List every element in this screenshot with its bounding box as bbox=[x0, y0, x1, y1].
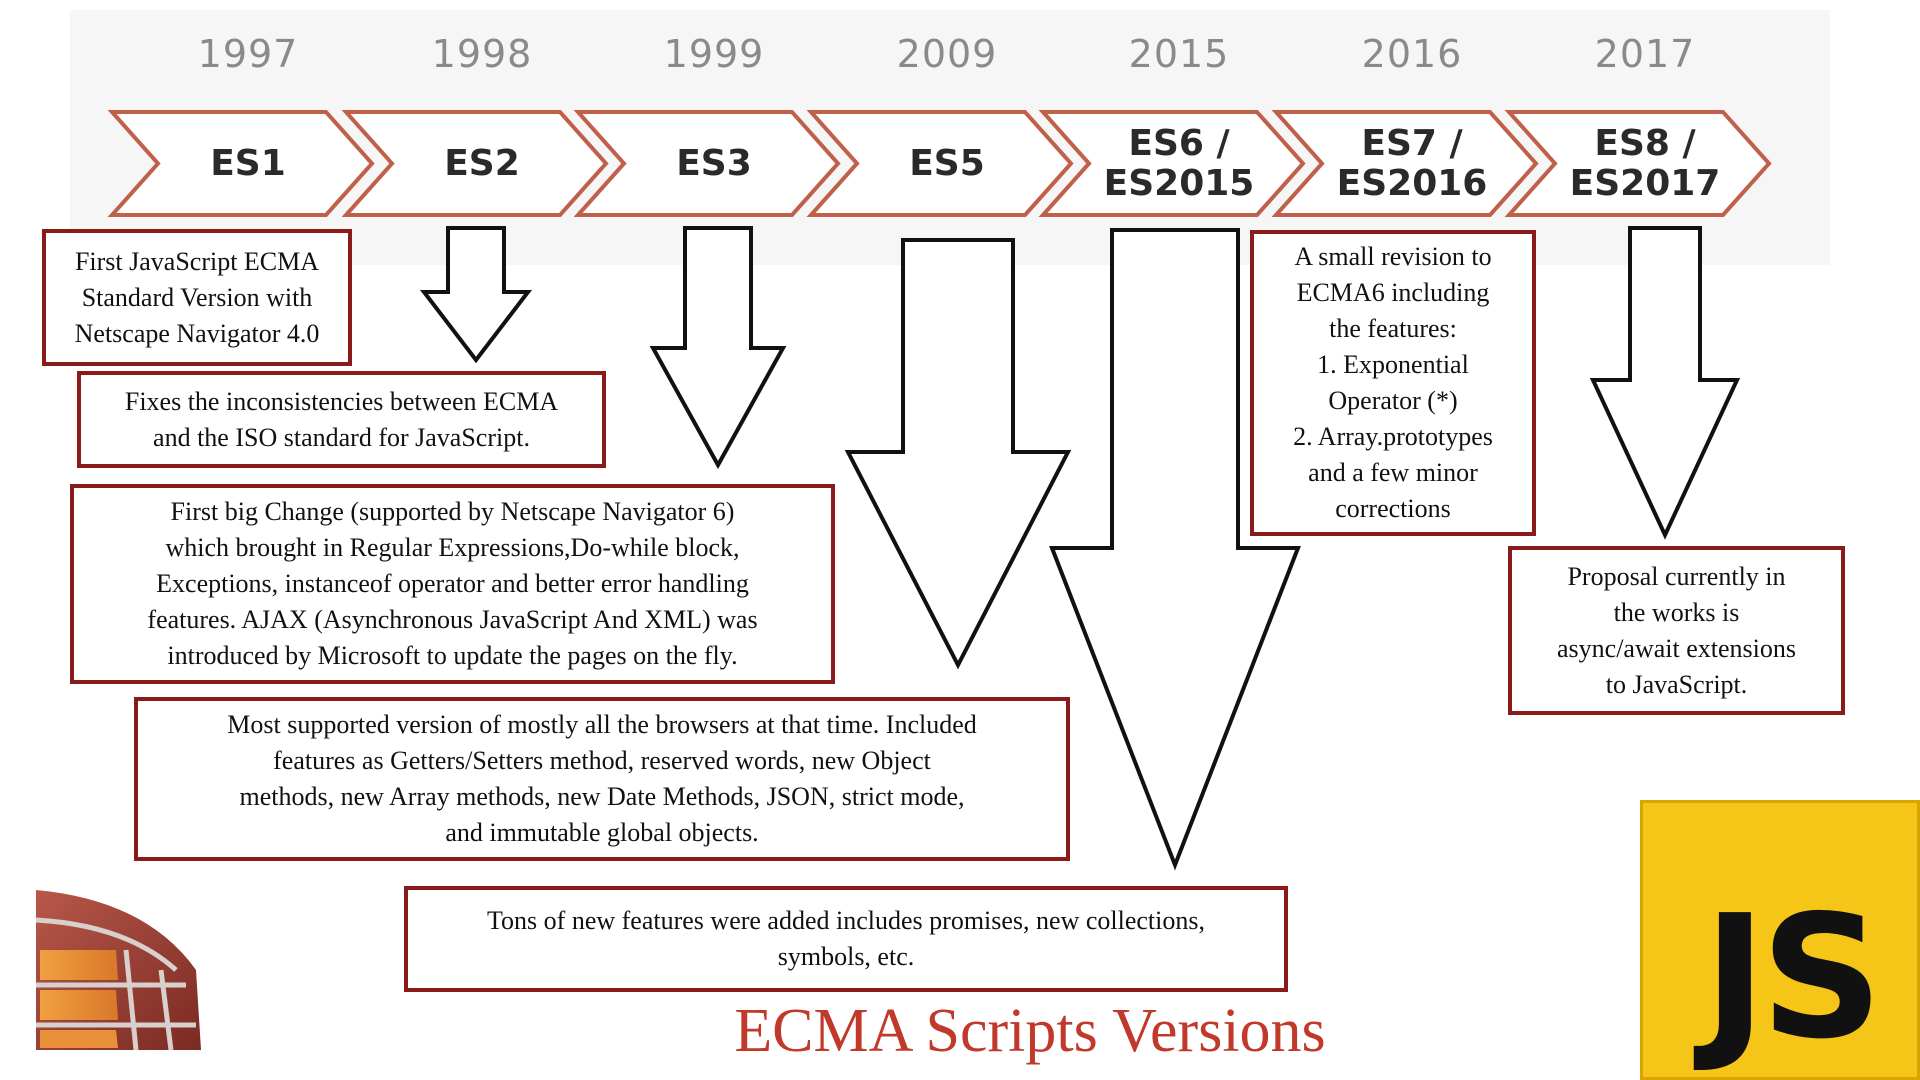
description-line: Standard Version with bbox=[81, 282, 313, 312]
version-label-line: ES2 bbox=[444, 142, 520, 184]
version-label-line: ES2016 bbox=[1336, 162, 1488, 204]
es7-description: A small revision to ECMA6 including the fe… bbox=[1250, 230, 1536, 536]
year-label: 2009 bbox=[896, 32, 998, 76]
year-label: 1998 bbox=[431, 32, 533, 76]
version-label-line: ES7 / bbox=[1361, 122, 1463, 164]
es3-description: First big Change (supported by Netscape … bbox=[70, 484, 835, 684]
description-line: and the ISO standard for JavaScript. bbox=[153, 422, 530, 452]
javascript-logo-text: JS bbox=[1703, 879, 1883, 1077]
es6-description: Tons of new features were added includes… bbox=[404, 886, 1288, 992]
description-line: to JavaScript. bbox=[1605, 669, 1748, 699]
version-label: ES6 /ES2015 bbox=[1079, 122, 1279, 204]
version-chevron bbox=[1038, 110, 1306, 217]
version-label-line: ES3 bbox=[676, 142, 752, 184]
version-label-line: ES6 / bbox=[1128, 122, 1230, 164]
version-label-line: ES2017 bbox=[1569, 162, 1721, 204]
description-line: Tons of new features were added includes… bbox=[486, 906, 1205, 935]
down-arrow-icon bbox=[844, 238, 1072, 670]
version-label: ES5 bbox=[847, 142, 1047, 184]
version-label-line: ES1 bbox=[210, 142, 286, 184]
description-line: Exceptions, instanceof operator and bett… bbox=[156, 569, 749, 598]
page-title: ECMA Scripts Versions bbox=[734, 997, 1326, 1065]
javascript-logo: JS bbox=[1640, 800, 1920, 1080]
description-line: the features: bbox=[1329, 314, 1457, 343]
description-line: Proposal currently in bbox=[1567, 561, 1786, 591]
version-chevron bbox=[1504, 110, 1772, 217]
es8-description: Proposal currently in the works is async/a… bbox=[1508, 546, 1845, 715]
description-line: methods, new Array methods, new Date Met… bbox=[239, 782, 965, 811]
version-label-line: ES2015 bbox=[1103, 162, 1255, 204]
version-label-line: ES8 / bbox=[1594, 122, 1696, 164]
year-label: 2017 bbox=[1594, 32, 1696, 76]
version-chevron bbox=[1271, 110, 1539, 217]
description-line: and a few minor bbox=[1308, 458, 1478, 487]
year-label: 2015 bbox=[1128, 32, 1230, 76]
es1-description: First JavaScript ECMA Standard Version wi… bbox=[42, 229, 352, 366]
description-line: async/await extensions bbox=[1557, 633, 1796, 663]
version-chevron bbox=[806, 110, 1074, 217]
version-chevron bbox=[341, 110, 609, 217]
description-line: 1. Exponential bbox=[1317, 350, 1469, 379]
version-label: ES8 /ES2017 bbox=[1545, 122, 1745, 204]
down-arrow-icon bbox=[419, 226, 533, 364]
description-line: which brought in Regular Expressions,Do-… bbox=[165, 533, 740, 562]
description-line: ECMA6 including bbox=[1296, 278, 1490, 307]
ecma-logo bbox=[35, 890, 201, 1051]
description-line: First big Change (supported by Netscape … bbox=[170, 497, 735, 526]
description-line: and immutable global objects. bbox=[445, 818, 759, 847]
description-line: Fixes the inconsistencies between ECMA bbox=[124, 386, 559, 416]
description-line: First JavaScript ECMA bbox=[74, 246, 320, 276]
down-arrow-icon bbox=[649, 226, 787, 470]
down-arrow-icon bbox=[1589, 226, 1741, 540]
description-line: Netscape Navigator 4.0 bbox=[74, 318, 320, 348]
year-label: 2016 bbox=[1361, 32, 1463, 76]
version-label: ES7 /ES2016 bbox=[1312, 122, 1512, 204]
description-line: the works is bbox=[1613, 597, 1740, 627]
version-chevron bbox=[107, 110, 375, 217]
description-line: corrections bbox=[1335, 494, 1451, 523]
description-line: symbols, etc. bbox=[777, 942, 915, 971]
version-label: ES1 bbox=[148, 142, 348, 184]
description-line: features. AJAX (Asynchronous JavaScript … bbox=[147, 605, 758, 634]
es5-description: Most supported version of mostly all the… bbox=[134, 697, 1070, 861]
version-chevron bbox=[573, 110, 841, 217]
description-line: A small revision to bbox=[1294, 242, 1492, 271]
version-label-line: ES5 bbox=[909, 142, 985, 184]
version-label: ES2 bbox=[382, 142, 582, 184]
es2-description: Fixes the inconsistencies between ECMA an… bbox=[77, 371, 606, 468]
description-line: Operator (*) bbox=[1328, 386, 1458, 415]
description-line: 2. Array.prototypes bbox=[1293, 422, 1493, 451]
year-label: 1999 bbox=[663, 32, 765, 76]
down-arrow-icon bbox=[1049, 228, 1301, 871]
version-label: ES3 bbox=[614, 142, 814, 184]
description-line: introduced by Microsoft to update the pa… bbox=[167, 641, 738, 670]
description-line: Most supported version of mostly all the… bbox=[227, 710, 977, 739]
description-line: features as Getters/Setters method, rese… bbox=[273, 746, 931, 775]
year-label: 1997 bbox=[197, 32, 299, 76]
